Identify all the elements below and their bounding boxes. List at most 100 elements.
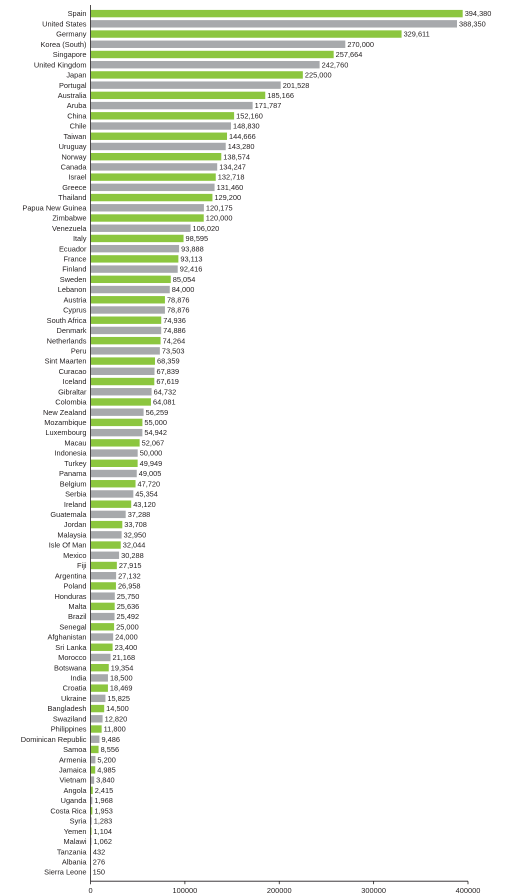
bar — [90, 469, 137, 478]
category-label: Chile — [70, 122, 87, 131]
bar — [90, 592, 115, 600]
category-label: Costa Rica — [50, 806, 87, 815]
bar-row-sri-lanka: Sri Lanka 23,400 — [55, 643, 137, 652]
bar — [90, 408, 144, 416]
category-label: Germany — [56, 30, 87, 39]
bar-row-syria: Syria 1,283 — [70, 817, 113, 826]
value-label: 171,787 — [255, 101, 282, 110]
value-label: 67,619 — [156, 377, 179, 386]
bar — [90, 224, 191, 232]
bar — [90, 602, 115, 611]
value-label: 132,718 — [218, 173, 245, 182]
bar-row-lebanon: Lebanon 84,000 — [58, 285, 195, 294]
bar-row-mexico: Mexico 30,288 — [63, 551, 144, 560]
bar — [90, 142, 226, 151]
value-label: 73,503 — [162, 346, 185, 355]
value-label: 33,708 — [124, 520, 147, 529]
bar-row-peru: Peru 73,503 — [71, 346, 185, 355]
x-tick-label: 400000 — [456, 886, 481, 893]
value-label: 8,556 — [101, 745, 120, 754]
category-label: Jamaica — [59, 765, 87, 774]
value-label: 270,000 — [347, 40, 374, 49]
bar-row-greece: Greece 131,460 — [62, 183, 243, 192]
bar-row-philippines: Philippines 11,800 — [51, 725, 126, 734]
bar — [90, 551, 120, 559]
bar-row-indonesia: Indonesia 50,000 — [54, 449, 162, 458]
value-label: 134,247 — [219, 163, 246, 172]
bar-row-jamaica: Jamaica 4,985 — [59, 765, 116, 774]
bar — [90, 398, 151, 406]
bar — [90, 428, 143, 437]
category-label: Sri Lanka — [55, 643, 87, 652]
bar — [90, 132, 228, 140]
bar — [90, 20, 458, 28]
bar — [90, 163, 218, 171]
bar — [90, 439, 140, 447]
bar-row-new-zealand: New Zealand 56,259 — [43, 408, 168, 417]
bar — [90, 796, 93, 805]
bar-row-japan: Japan 225,000 — [66, 71, 331, 80]
value-label: 74,886 — [163, 326, 186, 335]
category-label: Croatia — [63, 684, 88, 693]
category-label: Macau — [64, 438, 86, 447]
bar-row-belgium: Belgium 47,720 — [60, 479, 160, 488]
category-label: Turkey — [64, 459, 87, 468]
bar — [90, 776, 95, 784]
value-label: 9,486 — [101, 735, 120, 744]
bar-row-united-kingdom: United Kingdom 242,760 — [34, 60, 348, 69]
value-label: 98,595 — [186, 234, 209, 243]
bar — [90, 173, 216, 181]
value-label: 93,888 — [181, 244, 204, 253]
bar — [90, 255, 179, 263]
category-label: Cyprus — [63, 306, 87, 315]
category-label: Philippines — [51, 725, 87, 734]
bar — [90, 101, 253, 110]
category-label: Zimbabwe — [52, 214, 86, 223]
bar — [90, 71, 303, 79]
value-label: 201,528 — [283, 81, 310, 90]
category-label: Japan — [66, 71, 86, 80]
value-label: 257,664 — [336, 50, 363, 59]
bar-row-malta: Malta 25,636 — [68, 602, 139, 611]
value-label: 388,350 — [459, 19, 486, 28]
bar-row-south-africa: South Africa 74,936 — [47, 316, 186, 325]
category-label: Greece — [62, 183, 86, 192]
value-label: 329,611 — [404, 30, 430, 39]
bar — [90, 357, 156, 365]
value-label: 150 — [93, 868, 105, 877]
bar — [90, 275, 171, 284]
bar — [90, 643, 113, 651]
category-label: Netherlands — [47, 336, 87, 345]
bar-row-tanzania: Tanzania 432 — [57, 847, 105, 856]
value-label: 131,460 — [217, 183, 244, 192]
bar-row-albania: Albania 276 — [62, 857, 105, 866]
category-label: Israel — [68, 173, 86, 182]
bar-row-yemen: Yemen 1,104 — [64, 827, 112, 836]
bar-row-venezuela: Venezuela 106,020 — [52, 224, 219, 233]
bar-row-senegal: Senegal 25,000 — [59, 622, 138, 631]
category-label: Senegal — [59, 622, 86, 631]
bar-row-ecuador: Ecuador 93,888 — [59, 244, 204, 253]
bar — [90, 766, 96, 774]
bar — [90, 449, 138, 457]
value-label: 92,416 — [180, 265, 203, 274]
value-label: 276 — [93, 857, 105, 866]
category-label: New Zealand — [43, 408, 87, 417]
value-label: 30,288 — [121, 551, 144, 560]
bar — [90, 541, 121, 549]
category-label: Dominican Republic — [21, 735, 87, 744]
value-label: 120,175 — [206, 203, 233, 212]
category-label: Swaziland — [53, 714, 87, 723]
value-label: 93,113 — [180, 254, 202, 263]
value-label: 148,830 — [233, 122, 260, 131]
value-label: 84,000 — [172, 285, 195, 294]
bar — [90, 81, 281, 89]
bar — [90, 745, 99, 754]
category-label: Luxembourg — [45, 428, 86, 437]
bar — [90, 837, 92, 846]
value-label: 64,081 — [153, 398, 176, 407]
value-label: 47,720 — [138, 479, 161, 488]
bar — [90, 572, 117, 580]
bar — [90, 204, 204, 212]
bar — [90, 612, 115, 621]
